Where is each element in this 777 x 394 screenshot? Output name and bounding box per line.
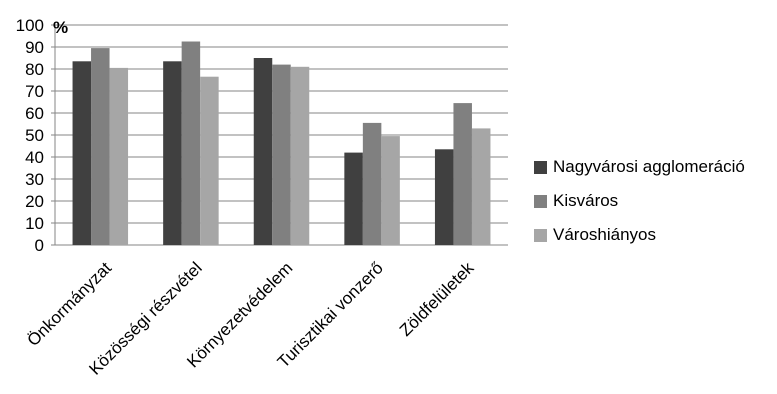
legend: Nagyvárosi agglomeráció Kisváros Városhián… [534,150,774,252]
legend-label: Nagyvárosi agglomeráció [553,157,745,176]
y-axis-ticks: 0 10 20 30 40 50 60 70 80 90 100 [16,16,55,255]
legend-label: Városhiányos [553,225,657,244]
y-tick-label: 20 [25,192,44,211]
y-tick-label: 60 [25,104,44,123]
y-tick-label: 10 [25,214,44,233]
y-axis-unit-label: % [53,18,68,37]
bar [272,64,291,245]
y-tick-label: 70 [25,82,44,101]
x-tick-label: Önkormányzat [24,258,116,350]
bar [72,61,92,245]
bar [453,103,472,245]
legend-item: Nagyvárosi agglomeráció [534,150,774,184]
y-tick-label: 90 [25,38,44,57]
y-tick-label: 80 [25,60,44,79]
bar [181,41,201,245]
bar [434,149,454,245]
y-tick-label: 40 [25,148,44,167]
legend-swatch [534,194,547,208]
y-tick-label: 30 [25,170,44,189]
y-tick-label: 50 [25,126,44,145]
bar [290,66,310,245]
legend-swatch [534,160,547,174]
bar [344,152,363,245]
bar [253,58,273,245]
legend-label: Kisváros [553,191,619,210]
legend-item: Kisváros [534,184,774,218]
bar [200,76,219,245]
legend-swatch [534,228,547,242]
bar [471,128,491,245]
x-tick-label: Zöldfelületek [396,258,478,340]
bar [109,67,129,246]
bar [91,48,110,245]
bar [381,136,400,245]
bars [72,41,491,246]
bar [163,61,182,245]
bar [362,122,382,245]
y-tick-label: 100 [16,16,44,35]
y-tick-label: 0 [35,236,44,255]
legend-item: Városhiányos [534,218,774,252]
